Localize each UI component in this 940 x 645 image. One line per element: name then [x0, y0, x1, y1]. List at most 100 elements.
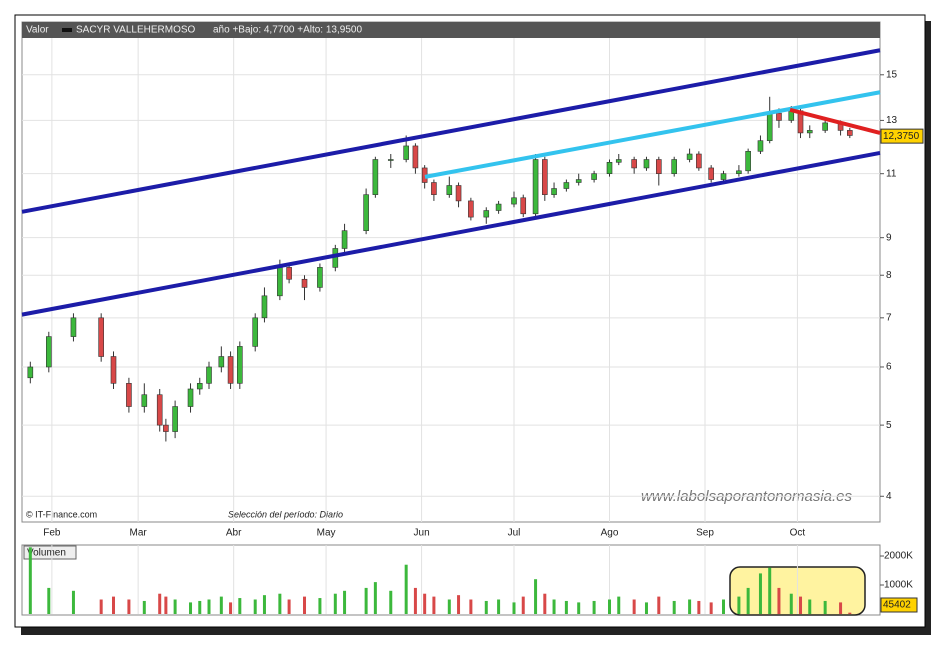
volume-bar — [469, 599, 473, 614]
volume-bar — [318, 598, 322, 614]
x-tick-label: Abr — [226, 528, 242, 539]
candle-body — [822, 122, 828, 131]
candle-body — [156, 394, 163, 426]
y-tick-label: 8 — [886, 270, 892, 281]
candle-body — [46, 336, 52, 368]
candle-body — [98, 317, 104, 357]
volume-bar — [808, 599, 812, 614]
volume-label: Volumen — [27, 548, 66, 559]
volume-bar — [799, 596, 803, 614]
volume-bar — [71, 590, 75, 614]
candle-body — [511, 197, 517, 205]
candle-body — [412, 145, 419, 169]
volume-bar — [543, 593, 547, 614]
candle-body — [483, 210, 490, 218]
volume-bar — [373, 582, 377, 614]
candle-body — [455, 185, 462, 202]
candle-body — [847, 130, 853, 136]
candle-body — [532, 159, 539, 215]
x-tick-label: May — [317, 528, 336, 539]
volume-bar — [839, 602, 843, 614]
candle-body — [172, 406, 178, 432]
candle-body — [163, 424, 169, 432]
trend-line — [21, 48, 881, 214]
labels: 4 5 6 7 8 9 11 13 15 Feb Mar Abr May Jun Jul Ago Sep Oct 1… — [43, 69, 924, 613]
x-tick-label: Feb — [43, 528, 61, 539]
volume-bar — [823, 600, 827, 614]
volume-bar — [164, 596, 168, 614]
y-tick-label: 4 — [886, 491, 892, 502]
volume-bar — [737, 596, 741, 614]
candle-body — [606, 161, 613, 174]
y-tick-label: 11 — [886, 168, 897, 179]
volume-bar — [229, 602, 233, 614]
candle-body — [736, 170, 742, 174]
chart-title: SACYR VALLEHERMOSO — [76, 25, 196, 36]
x-tick-label: Ago — [601, 528, 619, 539]
candle-body — [286, 267, 292, 280]
volume-bar — [758, 573, 762, 614]
trend-line — [789, 107, 881, 135]
volume-bar — [534, 579, 538, 614]
x-tick-label: Jul — [508, 528, 521, 539]
candle-body — [720, 173, 727, 180]
last-price-box — [880, 128, 924, 144]
x-tick-label: Jun — [414, 528, 430, 539]
last-price-label: 12,3750 — [883, 131, 920, 142]
volume-bar — [253, 599, 257, 614]
volume-bar — [278, 593, 282, 614]
candle-body — [387, 159, 394, 161]
volume-bar — [404, 564, 408, 614]
volume-bar — [189, 602, 193, 614]
volume-bar — [608, 599, 612, 614]
volume-bar — [389, 590, 393, 614]
volume-bar — [657, 596, 661, 614]
candle-body — [495, 203, 502, 211]
volume-bar — [457, 595, 461, 614]
last-volume-label: 45402 — [883, 600, 911, 611]
volume-bar — [173, 599, 177, 614]
candle-body — [520, 197, 527, 215]
candle-body — [261, 295, 268, 319]
volume-bar — [564, 600, 568, 614]
volume-bar — [632, 599, 636, 614]
volume-bar — [577, 602, 581, 614]
candle-body — [776, 112, 782, 121]
candle-body — [696, 153, 702, 169]
price-panel — [21, 21, 881, 523]
volume-bar — [432, 596, 436, 614]
candle-body — [70, 317, 77, 337]
volume-bar — [111, 596, 115, 614]
candle-body — [631, 159, 637, 169]
candle-body — [542, 159, 548, 195]
source: © IT-Finance.com — [26, 509, 97, 519]
volume-bar — [28, 547, 32, 614]
candle-body — [766, 112, 773, 141]
volume-bar — [238, 598, 242, 614]
y-tick-label: 13 — [886, 115, 898, 126]
volume-bar — [47, 587, 51, 614]
candle-body — [615, 159, 622, 163]
volume-bar — [423, 593, 427, 614]
y-tick-label: 15 — [886, 69, 898, 80]
candle-body — [277, 267, 283, 297]
candle-body — [431, 182, 437, 195]
candle-body — [575, 179, 582, 183]
volume-bar — [99, 599, 103, 614]
candle-body — [708, 167, 714, 180]
volume-bar — [364, 587, 368, 614]
volume-bar — [219, 596, 223, 614]
volume-bar — [497, 599, 501, 614]
header-label: Valor — [26, 25, 49, 36]
volume-bar — [333, 593, 337, 614]
header-bar — [22, 22, 880, 38]
candle-body — [141, 394, 148, 407]
candle-body — [218, 356, 225, 368]
volume-tick-label: 2000K — [884, 551, 913, 562]
volume-label-box — [23, 545, 77, 560]
volume-bar — [592, 600, 596, 614]
volume-bar — [746, 587, 750, 614]
candle-body — [206, 366, 212, 384]
last-volume-box — [880, 597, 918, 613]
